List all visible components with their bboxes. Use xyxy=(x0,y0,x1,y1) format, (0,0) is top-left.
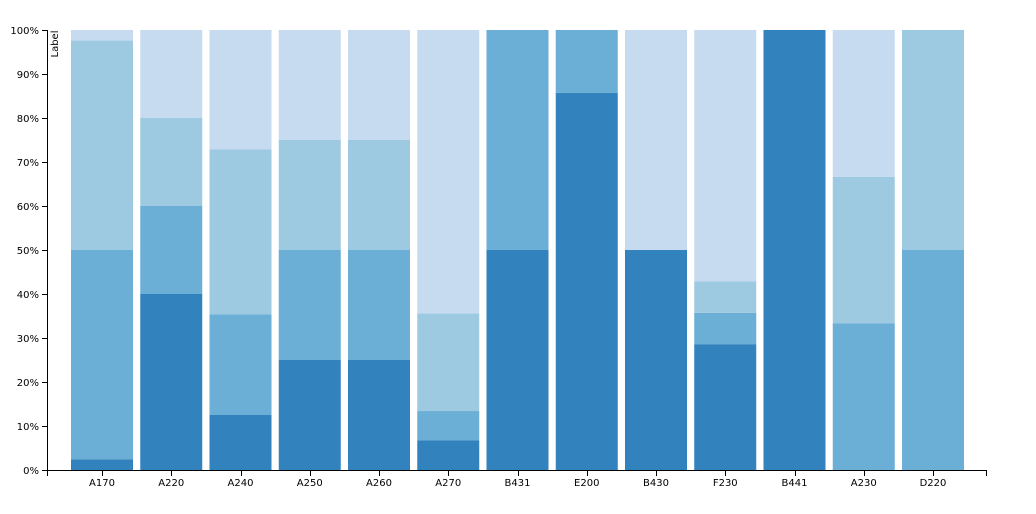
x-tick-label: A220 xyxy=(158,478,184,489)
x-tick-label: A170 xyxy=(89,478,115,489)
x-tick-label: B431 xyxy=(505,478,531,489)
bar-segment-a270-3 xyxy=(417,313,480,412)
bar-segment-a240-3 xyxy=(209,149,272,315)
y-tick-label: 30% xyxy=(17,334,39,345)
bar-segment-a170-3 xyxy=(71,40,133,251)
bar-segment-a270-4 xyxy=(417,30,480,314)
y-tick-label: 40% xyxy=(17,290,39,301)
x-tick-label: D220 xyxy=(920,478,947,489)
bar-segment-a260-4 xyxy=(348,30,410,140)
bar-segment-a240-1 xyxy=(209,415,272,470)
bar-segment-d220-3 xyxy=(902,30,964,250)
bar-segment-a220-4 xyxy=(140,30,203,118)
y-axis-label: Label xyxy=(50,31,61,58)
y-tick-label: 100% xyxy=(10,26,39,37)
bar-segment-a250-4 xyxy=(278,30,341,140)
y-tick-label: 50% xyxy=(17,246,39,257)
x-tick-label: A250 xyxy=(297,478,323,489)
x-tick-label: E200 xyxy=(574,478,599,489)
x-tick-label: B430 xyxy=(643,478,669,489)
bar-segment-a250-3 xyxy=(278,140,341,250)
bar-segment-a220-2 xyxy=(140,206,203,294)
bar-segment-e200-1 xyxy=(555,92,618,471)
x-tick-label: A230 xyxy=(851,478,877,489)
bar-segment-b431-1 xyxy=(486,250,549,470)
bar-segment-a230-2 xyxy=(832,323,895,470)
bar-segment-a250-2 xyxy=(278,250,341,360)
bar-segment-a260-2 xyxy=(348,250,410,360)
bar-segment-a170-4 xyxy=(71,30,133,41)
bar-segment-f230-2 xyxy=(694,312,757,345)
bar-segment-a170-1 xyxy=(71,459,133,470)
y-tick-label: 10% xyxy=(17,422,39,433)
y-tick-label: 0% xyxy=(23,466,39,477)
bar-segment-a240-4 xyxy=(209,30,272,150)
y-tick-label: 80% xyxy=(17,114,39,125)
bar-segment-a260-3 xyxy=(348,140,410,250)
bar-segment-a230-3 xyxy=(832,176,895,324)
bar-segment-d220-2 xyxy=(902,250,964,470)
bar-segment-a250-1 xyxy=(278,360,341,470)
y-tick-label: 60% xyxy=(17,202,39,213)
x-tick-label: A260 xyxy=(366,478,392,489)
bars-group xyxy=(71,30,964,471)
bar-segment-f230-3 xyxy=(694,281,757,313)
x-tick-label: F230 xyxy=(713,478,738,489)
y-tick-label: 90% xyxy=(17,70,39,81)
x-tick-label: A240 xyxy=(228,478,254,489)
bar-segment-b441-1 xyxy=(763,30,826,470)
bar-segment-a270-2 xyxy=(417,411,480,441)
bar-segment-a170-2 xyxy=(71,250,133,460)
bar-segment-f230-1 xyxy=(694,344,757,470)
y-tick-label: 70% xyxy=(17,158,39,169)
bar-segment-e200-2 xyxy=(555,30,618,93)
x-tick-label: B441 xyxy=(782,478,808,489)
bar-segment-a270-1 xyxy=(417,440,480,470)
x-axis: A170 A220 A240 A250 A260 A270 B431 E200 B430 F230… xyxy=(47,470,987,489)
y-axis: 0% 10% 20% 30% 40% 50% 60% 70% 80% 90% 100% xyxy=(10,26,48,477)
x-tick-label: A270 xyxy=(435,478,461,489)
bar-segment-a240-2 xyxy=(209,314,272,415)
y-tick-label: 20% xyxy=(17,378,39,389)
bar-segment-a220-1 xyxy=(140,294,203,470)
bar-segment-b430-4 xyxy=(625,30,687,250)
bar-segment-b431-2 xyxy=(486,30,549,250)
bar-segment-a230-4 xyxy=(832,30,895,177)
bar-segment-f230-4 xyxy=(694,30,757,282)
bar-segment-a220-3 xyxy=(140,118,203,206)
bar-segment-a260-1 xyxy=(348,360,410,470)
bar-segment-b430-1 xyxy=(625,250,687,470)
